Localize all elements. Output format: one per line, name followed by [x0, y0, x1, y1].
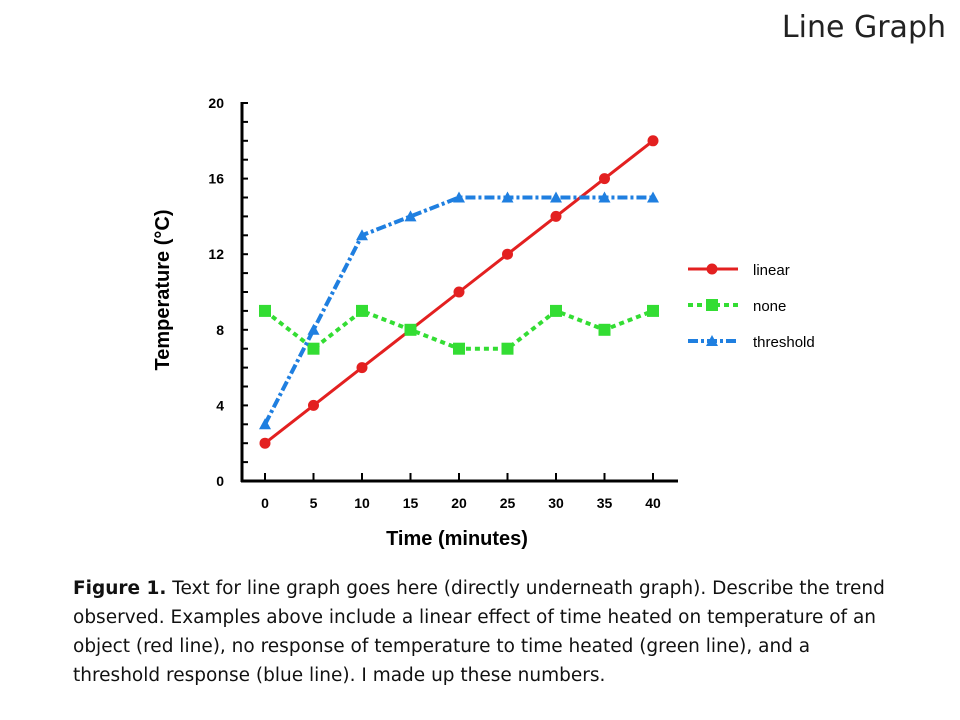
data-point-linear	[259, 437, 271, 449]
x-tick-label: 0	[261, 495, 269, 511]
data-point-threshold	[501, 191, 514, 203]
x-tick-label: 30	[548, 495, 564, 511]
data-point-none	[307, 342, 320, 355]
data-point-threshold	[307, 323, 320, 335]
x-axis-label: Time (minutes)	[386, 528, 528, 550]
data-point-none	[501, 342, 514, 355]
x-tick-label: 35	[597, 495, 613, 511]
data-point-none	[259, 304, 271, 317]
caption-text: Text for line graph goes here (directly …	[73, 578, 885, 686]
y-tick-label: 12	[208, 246, 224, 262]
data-point-none	[550, 304, 562, 317]
data-point-linear	[599, 173, 610, 185]
data-point-linear	[550, 210, 562, 222]
data-point-threshold	[404, 210, 417, 222]
data-point-threshold	[259, 418, 271, 430]
y-tick-label: 4	[216, 397, 224, 413]
y-axis-label: Temperature (°C)	[152, 210, 174, 371]
data-point-none	[598, 323, 611, 336]
data-point-none	[453, 342, 465, 355]
y-tick-label: 20	[208, 95, 224, 111]
data-point-linear	[356, 362, 368, 374]
x-tick-label: 15	[403, 495, 419, 511]
data-point-threshold	[356, 229, 368, 241]
x-tick-label: 10	[354, 495, 370, 511]
legend-marker-linear	[706, 263, 718, 275]
data-point-none	[356, 304, 368, 317]
y-tick-label: 8	[216, 322, 224, 338]
x-tick-label: 5	[310, 495, 318, 511]
y-tick-label: 16	[208, 171, 224, 187]
slide-title: Line Graph	[781, 10, 946, 45]
legend-label-linear: linear	[753, 262, 790, 279]
data-point-none	[404, 323, 417, 336]
legend-label-threshold: threshold	[753, 334, 815, 351]
data-point-threshold	[453, 191, 465, 203]
data-point-linear	[502, 248, 513, 260]
series-line-threshold	[263, 195, 653, 426]
figure-caption: Figure 1. Text for line graph goes here …	[73, 574, 893, 690]
data-point-none	[647, 304, 659, 317]
x-tick-label: 25	[500, 495, 516, 511]
data-point-linear	[453, 286, 465, 298]
data-point-linear	[647, 135, 659, 147]
data-point-threshold	[647, 191, 659, 203]
y-tick-label: 0	[216, 473, 224, 489]
x-tick-label: 20	[451, 495, 467, 511]
data-point-threshold	[598, 191, 611, 203]
x-tick-label: 40	[645, 495, 661, 511]
legend-label-none: none	[753, 298, 786, 315]
legend-marker-threshold	[706, 335, 718, 346]
data-point-threshold	[550, 191, 562, 203]
data-point-linear	[308, 399, 319, 411]
legend-marker-none	[706, 299, 718, 311]
caption-label: Figure 1.	[73, 578, 167, 599]
